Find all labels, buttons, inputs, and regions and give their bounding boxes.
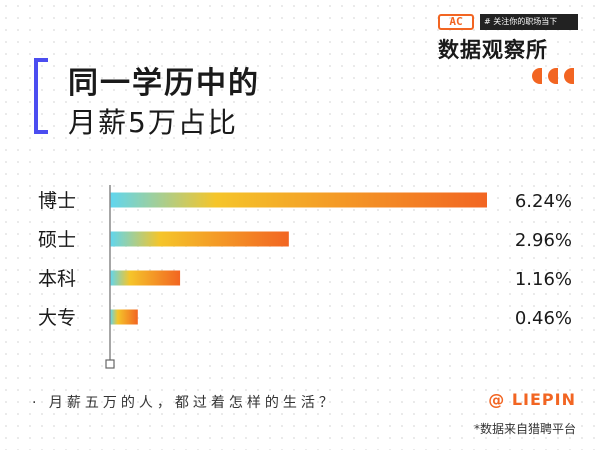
- page-title: 同一学历中的: [68, 66, 260, 101]
- logo-badge: AC: [438, 14, 474, 30]
- logo-name: 数据观察所: [438, 38, 548, 62]
- category-label: 博士: [38, 190, 76, 212]
- decorative-arcs: [532, 68, 574, 84]
- bar: [110, 192, 487, 208]
- value-label: 6.24%: [515, 191, 572, 212]
- page-subtitle: 月薪5万占比: [68, 106, 238, 139]
- logo-tagline: # 关注你的职场当下: [480, 14, 578, 30]
- category-label: 本科: [38, 268, 76, 290]
- value-label: 0.46%: [515, 308, 572, 329]
- category-label: 大专: [38, 307, 76, 329]
- value-label: 1.16%: [515, 269, 572, 290]
- bar: [110, 270, 181, 286]
- brand-label: @ LIEPIN: [488, 390, 576, 409]
- bar: [110, 309, 138, 325]
- category-label: 硕士: [38, 229, 76, 251]
- logo: AC # 关注你的职场当下 数据观察所: [438, 14, 578, 62]
- title-bracket: [34, 58, 48, 134]
- axis-end-marker: [105, 359, 115, 369]
- bar: [110, 231, 289, 247]
- value-label: 2.96%: [515, 230, 572, 251]
- footer-question: · 月薪五万的人，都过着怎样的生活？: [32, 395, 337, 411]
- source-note: *数据来自猎聘平台: [473, 422, 576, 436]
